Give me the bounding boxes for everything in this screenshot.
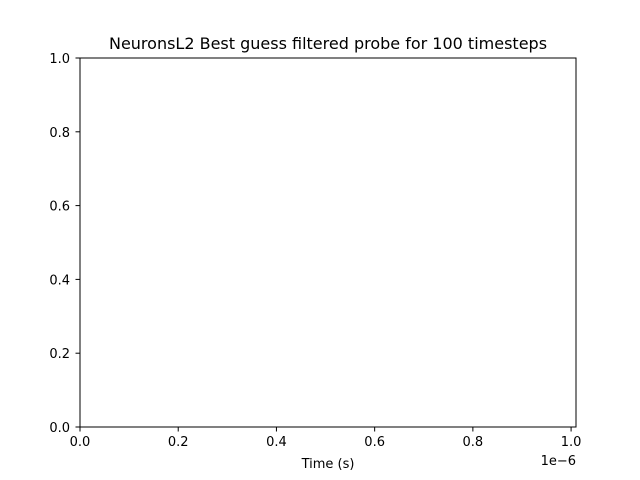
y-tick-label: 0.4 <box>49 273 70 288</box>
y-tick-label: 0.0 <box>49 421 70 436</box>
x-axis-ticks: 0.0 0.2 0.4 0.6 0.8 1.0 <box>70 427 582 450</box>
y-tick-label: 0.2 <box>49 347 70 362</box>
y-tick-label: 0.6 <box>49 200 70 215</box>
y-tick-label: 0.8 <box>49 126 70 141</box>
plot-area <box>80 58 576 427</box>
y-axis-ticks: 0.0 0.2 0.4 0.6 0.8 1.0 <box>49 52 80 436</box>
x-tick-label: 0.4 <box>266 435 287 450</box>
axes-spines <box>79 57 577 428</box>
x-axis-label: Time (s) <box>301 457 355 472</box>
x-axis-offset-label: 1e−6 <box>541 454 576 469</box>
x-tick-label: 0.2 <box>168 435 189 450</box>
chart-title: NeuronsL2 Best guess filtered probe for … <box>109 34 547 53</box>
x-tick-label: 0.0 <box>70 435 91 450</box>
x-tick-label: 0.6 <box>364 435 385 450</box>
x-tick-label: 0.8 <box>463 435 484 450</box>
y-tick-label: 1.0 <box>49 52 70 67</box>
x-tick-label: 1.0 <box>561 435 582 450</box>
axes: 0.0 0.2 0.4 0.6 0.8 1.0 0.0 0.2 0.4 0.6 0.8 1.0 <box>49 52 581 450</box>
